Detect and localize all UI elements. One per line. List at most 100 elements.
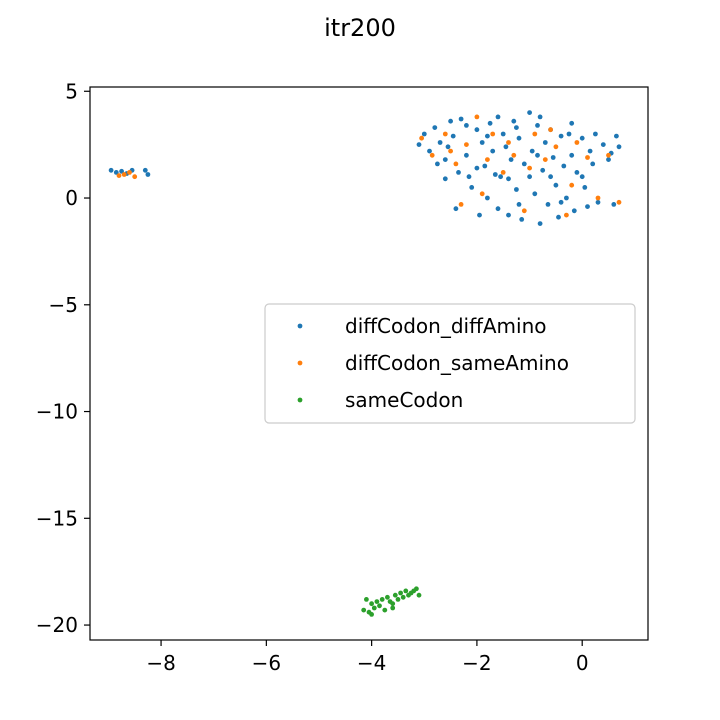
- point-diffCodon_diffAmino-58: [587, 148, 593, 154]
- point-diffCodon_diffAmino-55: [579, 135, 585, 141]
- point-diffCodon_diffAmino-2: [119, 168, 124, 174]
- x-tick-label-3: −2: [462, 651, 491, 675]
- point-diffCodon_diffAmino-63: [606, 157, 611, 163]
- point-diffCodon_diffAmino-49: [561, 163, 567, 169]
- point-diffCodon_diffAmino-13: [448, 118, 453, 124]
- point-diffCodon_diffAmino-37: [529, 148, 535, 154]
- point-diffCodon_diffAmino-77: [537, 114, 543, 120]
- point-diffCodon_diffAmino-82: [435, 161, 440, 167]
- point-diffCodon_diffAmino-1: [113, 170, 119, 175]
- point-diffCodon_diffAmino-56: [582, 185, 588, 190]
- point-diffCodon_diffAmino-41: [540, 167, 546, 173]
- legend-marker-diffCodon_sameAmino: [297, 360, 303, 366]
- point-diffCodon_diffAmino-87: [514, 125, 519, 130]
- point-diffCodon_diffAmino-16: [458, 116, 464, 122]
- point-diffCodon_sameAmino-17: [553, 144, 559, 150]
- y-tick-label-3: −10: [36, 400, 78, 424]
- legend-label-sameCodon: sameCodon: [345, 388, 463, 412]
- point-diffCodon_diffAmino-9: [427, 148, 432, 154]
- x-tick-label-0: −8: [146, 651, 175, 675]
- point-diffCodon_diffAmino-26: [498, 174, 503, 180]
- legend-label-diffCodon_sameAmino: diffCodon_sameAmino: [345, 351, 569, 375]
- point-diffCodon_sameAmino-21: [595, 195, 601, 201]
- point-diffCodon_diffAmino-14: [450, 133, 456, 139]
- y-tick-label-0: 5: [65, 79, 78, 103]
- point-diffCodon_diffAmino-59: [590, 161, 596, 167]
- point-diffCodon_sameAmino-1: [121, 172, 127, 177]
- x-tick-label-2: −4: [357, 651, 386, 675]
- legend-marker-sameCodon: [297, 397, 303, 403]
- point-sameCodon-0: [361, 607, 367, 613]
- point-sameCodon-20: [414, 586, 419, 592]
- point-diffCodon_diffAmino-83: [445, 144, 451, 150]
- point-diffCodon_diffAmino-80: [569, 120, 575, 126]
- point-diffCodon_diffAmino-27: [500, 131, 506, 137]
- point-diffCodon_sameAmino-8: [464, 142, 469, 148]
- point-diffCodon_diffAmino-29: [506, 212, 511, 218]
- point-diffCodon_sameAmino-24: [448, 148, 453, 154]
- point-diffCodon_diffAmino-54: [574, 170, 580, 175]
- point-diffCodon_diffAmino-85: [477, 212, 482, 218]
- point-diffCodon_diffAmino-72: [485, 133, 490, 139]
- point-diffCodon_sameAmino-15: [532, 131, 538, 137]
- point-diffCodon_sameAmino-28: [527, 165, 532, 171]
- point-diffCodon_diffAmino-35: [521, 161, 527, 167]
- point-diffCodon_sameAmino-9: [474, 114, 480, 120]
- point-diffCodon_sameAmino-0: [116, 173, 122, 179]
- point-diffCodon_diffAmino-17: [464, 152, 469, 158]
- point-diffCodon_diffAmino-57: [585, 204, 590, 210]
- y-tick-label-1: 0: [65, 186, 78, 210]
- point-diffCodon_diffAmino-15: [456, 170, 461, 175]
- x-tick-label-1: −6: [252, 651, 281, 675]
- legend-marker-diffCodon_diffAmino: [297, 323, 303, 329]
- point-diffCodon_diffAmino-28: [503, 144, 509, 150]
- point-diffCodon_diffAmino-34: [519, 217, 525, 222]
- point-sameCodon-3: [369, 601, 374, 607]
- point-diffCodon_diffAmino-81: [579, 174, 585, 180]
- point-diffCodon_diffAmino-79: [558, 199, 564, 205]
- point-diffCodon_diffAmino-25: [495, 206, 501, 212]
- point-diffCodon_sameAmino-25: [458, 202, 464, 207]
- point-diffCodon_diffAmino-40: [537, 221, 543, 227]
- point-diffCodon_sameAmino-7: [453, 161, 459, 167]
- point-diffCodon_sameAmino-16: [542, 157, 548, 163]
- point-diffCodon_diffAmino-45: [550, 155, 556, 160]
- point-diffCodon_diffAmino-68: [442, 176, 448, 182]
- point-diffCodon_sameAmino-30: [569, 182, 575, 188]
- point-diffCodon_diffAmino-88: [535, 152, 540, 158]
- point-diffCodon_sameAmino-22: [606, 152, 611, 158]
- point-diffCodon_diffAmino-0: [108, 167, 114, 173]
- point-diffCodon_diffAmino-33: [516, 135, 522, 141]
- point-diffCodon_sameAmino-29: [548, 127, 553, 133]
- point-diffCodon_diffAmino-76: [527, 174, 532, 180]
- point-diffCodon_diffAmino-61: [595, 199, 601, 205]
- point-diffCodon_diffAmino-47: [556, 214, 561, 220]
- point-diffCodon_diffAmino-22: [485, 195, 490, 201]
- point-diffCodon_sameAmino-27: [506, 140, 511, 145]
- point-diffCodon_sameAmino-2: [127, 170, 132, 175]
- point-sameCodon-15: [400, 594, 406, 600]
- point-diffCodon_sameAmino-10: [479, 191, 485, 197]
- point-diffCodon_sameAmino-6: [442, 131, 448, 137]
- point-sameCodon-14: [398, 590, 403, 596]
- point-diffCodon_sameAmino-19: [574, 140, 580, 145]
- y-tick-label-2: −5: [49, 293, 78, 317]
- point-diffCodon_diffAmino-18: [469, 185, 475, 190]
- point-sameCodon-9: [385, 594, 390, 600]
- point-diffCodon_diffAmino-43: [545, 202, 551, 207]
- point-diffCodon_diffAmino-73: [495, 114, 501, 120]
- point-diffCodon_sameAmino-18: [564, 212, 569, 218]
- point-sameCodon-1: [364, 597, 369, 602]
- point-diffCodon_diffAmino-12: [442, 157, 448, 163]
- point-diffCodon_diffAmino-23: [487, 120, 493, 126]
- point-diffCodon_diffAmino-86: [492, 172, 498, 177]
- legend-label-diffCodon_diffAmino: diffCodon_diffAmino: [345, 314, 547, 338]
- point-diffCodon_diffAmino-66: [614, 133, 619, 139]
- point-diffCodon_diffAmino-31: [511, 118, 517, 124]
- point-diffCodon_diffAmino-20: [479, 140, 485, 145]
- point-diffCodon_sameAmino-4: [419, 135, 424, 141]
- point-diffCodon_sameAmino-14: [521, 208, 527, 214]
- point-sameCodon-22: [369, 612, 374, 617]
- point-diffCodon_sameAmino-26: [485, 157, 490, 163]
- point-diffCodon_diffAmino-71: [474, 165, 480, 171]
